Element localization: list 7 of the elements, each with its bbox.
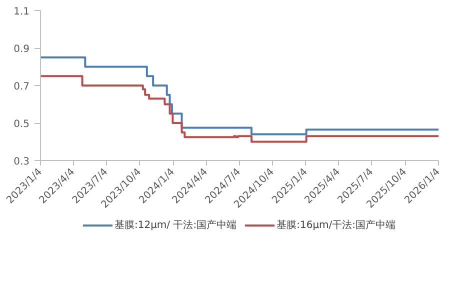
legend-label: 基膜:12μm/ 干法:国产中端	[114, 218, 237, 232]
y-tick-label: 0.3	[14, 156, 30, 168]
y-tick-label: 0.7	[14, 82, 30, 92]
y-tick-label: 1.1	[14, 6, 30, 18]
legend-label: 基膜:16μm/干法:国产中端	[276, 218, 396, 232]
y-tick-label: 0.9	[14, 44, 30, 55]
y-tick-label: 0.5	[14, 119, 30, 130]
